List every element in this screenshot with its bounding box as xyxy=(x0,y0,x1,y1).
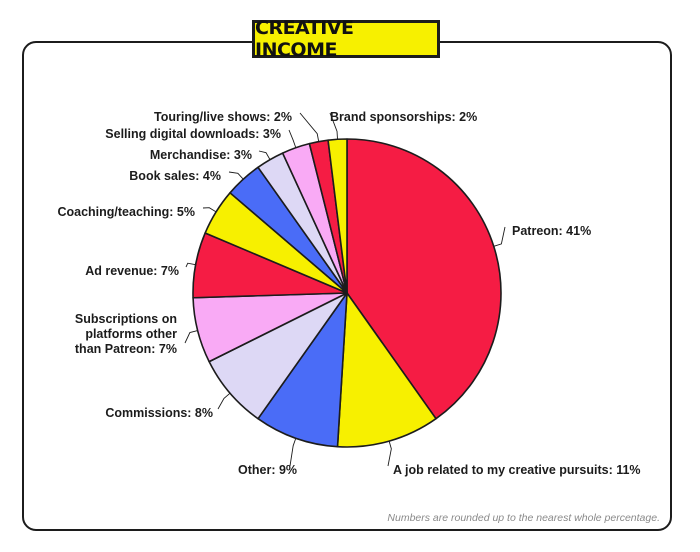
slice-label-digital: Selling digital downloads: 3% xyxy=(105,127,281,141)
leader-line-ad_revenue xyxy=(185,262,196,268)
slice-label-touring: Touring/live shows: 2% xyxy=(154,110,292,124)
leader-line-merchandise xyxy=(258,150,271,160)
leader-line-book_sales xyxy=(228,171,244,180)
pie-slice-patreon xyxy=(346,138,502,420)
slice-label-other: Other: 9% xyxy=(238,463,297,477)
slice-label-patreon: Patreon: 41% xyxy=(512,224,591,238)
leader-line-subscriptions xyxy=(184,330,198,344)
slice-label-ad_revenue: Ad revenue: 7% xyxy=(85,264,179,278)
slice-label-sponsorships: Brand sponsorships: 2% xyxy=(330,110,477,124)
slice-label-coaching: Coaching/teaching: 5% xyxy=(57,205,195,219)
slice-label-merchandise: Merchandise: 3% xyxy=(150,148,252,162)
chart-title: CREATIVE INCOME xyxy=(255,17,354,61)
leader-line-creative_job xyxy=(387,440,392,467)
slice-label-creative_job: A job related to my creative pursuits: 1… xyxy=(393,463,641,477)
leader-line-touring xyxy=(299,112,320,142)
slice-label-subscriptions: Subscriptions on platforms other than Patr… xyxy=(75,312,177,356)
slice-label-commissions: Commissions: 8% xyxy=(105,406,213,420)
chart-title-badge: CREATIVE INCOME xyxy=(252,17,440,61)
leader-line-commissions xyxy=(217,392,231,410)
pie-slice-creative_job xyxy=(336,292,437,448)
leader-line-digital xyxy=(288,129,297,148)
pie-slice-other xyxy=(257,292,348,448)
leader-line-patreon xyxy=(493,226,506,247)
slice-label-book_sales: Book sales: 4% xyxy=(129,169,221,183)
leader-line-other xyxy=(289,438,297,467)
leader-line-sponsorships xyxy=(329,112,338,140)
leader-line-coaching xyxy=(202,207,217,213)
footnote: Numbers are rounded up to the nearest wh… xyxy=(387,512,660,524)
